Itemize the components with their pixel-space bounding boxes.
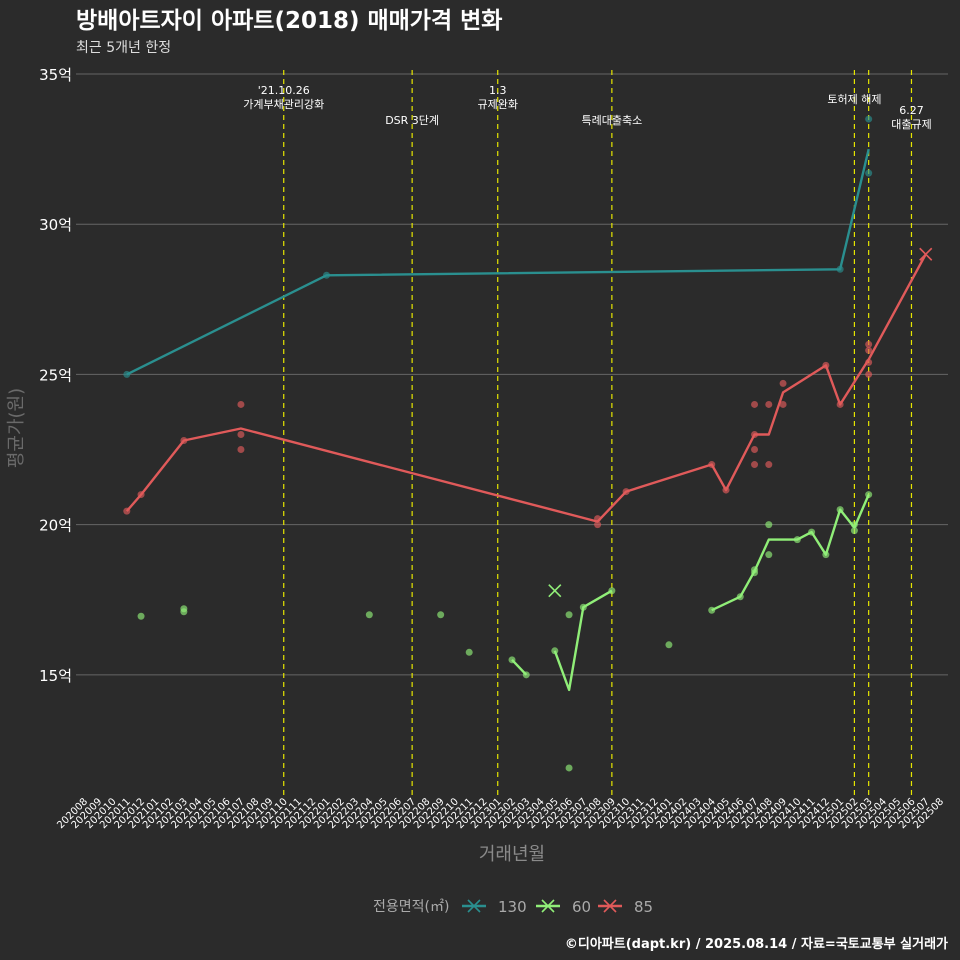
legend-label: 85: [634, 898, 653, 916]
data-point-60: [665, 641, 673, 649]
y-tick-label: 15억: [39, 667, 72, 685]
x-axis: 2020082020092020102020112020122021012021…: [55, 796, 946, 831]
legend-label: 60: [572, 898, 591, 916]
data-point-85: [594, 515, 602, 523]
data-point-85: [865, 346, 873, 354]
x-axis-label: 거래년월: [479, 844, 545, 865]
data-point-85: [865, 340, 873, 348]
data-point-85: [751, 461, 759, 469]
data-point-60: [437, 611, 445, 619]
data-point-60: [765, 551, 773, 559]
data-point-85: [865, 358, 873, 366]
data-point-85: [237, 400, 245, 408]
data-point-60: [836, 506, 844, 514]
data-point-85: [836, 400, 844, 408]
data-point-60: [865, 491, 873, 499]
data-point-85: [237, 431, 245, 438]
data-point-60: [708, 606, 716, 614]
data-point-85: [751, 431, 759, 438]
gridlines: [76, 73, 948, 676]
y-tick-label: 30억: [39, 216, 72, 234]
y-axis: 15억 20억 25억 30억 35억: [39, 66, 72, 685]
event-label: 6.27: [899, 104, 924, 117]
event-label: 특례대출축소: [581, 114, 642, 127]
data-point-60: [365, 611, 373, 619]
data-point-85: [622, 488, 630, 496]
data-point-60: [822, 551, 830, 559]
legend: 전용면적(㎡) 130 60 85: [373, 898, 653, 916]
data-point-85: [751, 446, 759, 454]
data-point-60: [137, 612, 145, 620]
data-point-60: [551, 647, 559, 655]
data-point-60: [608, 587, 616, 595]
data-point-85: [180, 437, 188, 445]
cancelled-marker-85: [919, 247, 933, 261]
y-axis-label: 평균가(원): [6, 388, 27, 468]
series-line-60: [553, 589, 613, 692]
data-point-85: [822, 361, 830, 369]
data-point-60: [850, 527, 858, 535]
data-point-60: [736, 593, 744, 601]
data-point-60: [765, 521, 773, 529]
data-point-85: [865, 370, 873, 378]
data-point-85: [779, 379, 787, 387]
y-tick-label: 35억: [39, 66, 72, 84]
cancelled-marker-60: [548, 584, 562, 598]
series-line-130: [126, 148, 870, 376]
series-layer: [123, 115, 933, 772]
legend-swatch-marker: [603, 899, 617, 913]
data-point-85: [779, 400, 787, 408]
series-line-60: [711, 494, 870, 612]
data-point-130: [865, 115, 873, 123]
caption: ©디아파트(dapt.kr) / 2025.08.14 / 자료=국토교통부 실…: [565, 936, 948, 952]
data-point-85: [237, 446, 245, 454]
data-point-85: [123, 507, 131, 515]
data-point-60: [180, 608, 188, 616]
data-point-130: [865, 169, 873, 177]
data-point-60: [508, 656, 516, 664]
chart-title: 방배아트자이 아파트(2018) 매매가격 변화: [76, 8, 502, 34]
data-point-60: [850, 521, 858, 529]
data-point-85: [594, 521, 602, 529]
series-line-85: [125, 253, 927, 523]
event-label: 가계부채관리강화: [243, 98, 324, 111]
data-point-85: [708, 461, 716, 469]
data-point-60: [565, 764, 573, 772]
chart-subtitle: 최근 5개년 한정: [76, 40, 171, 56]
event-label: 토허제 해제: [827, 92, 881, 106]
data-point-60: [522, 671, 530, 679]
event-label: 규제완화: [477, 98, 517, 111]
data-point-60: [579, 603, 587, 611]
event-label: 1.3: [489, 84, 507, 97]
data-point-60: [751, 569, 759, 577]
data-point-130: [836, 265, 844, 273]
legend-swatch-marker: [467, 899, 481, 913]
data-point-85: [722, 486, 730, 494]
event-label: 대출규제: [891, 118, 931, 131]
data-point-60: [565, 611, 573, 619]
legend-swatch-marker: [541, 899, 555, 913]
event-label: '21.10.26: [258, 84, 310, 97]
data-point-60: [793, 536, 801, 544]
data-point-130: [123, 370, 131, 378]
data-point-85: [765, 400, 773, 408]
data-point-85: [137, 491, 145, 499]
y-tick-label: 20억: [39, 517, 72, 535]
data-point-130: [323, 271, 331, 279]
event-label: DSR 3단계: [385, 114, 439, 127]
data-point-85: [751, 400, 759, 408]
legend-label: 130: [498, 898, 527, 916]
legend-title: 전용면적(㎡): [373, 899, 449, 915]
y-tick-label: 25억: [39, 366, 72, 384]
data-point-60: [808, 528, 816, 536]
data-point-60: [465, 648, 473, 656]
data-point-85: [765, 461, 773, 469]
